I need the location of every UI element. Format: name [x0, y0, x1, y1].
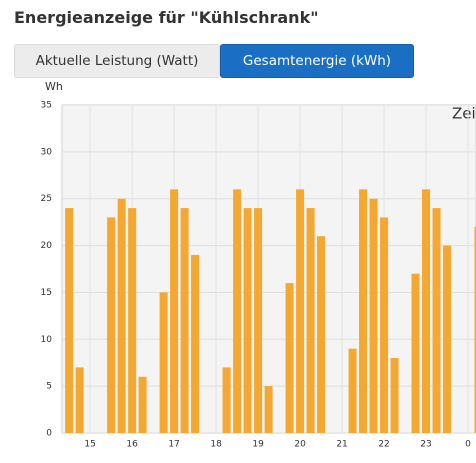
bar: [348, 348, 357, 433]
bar: [390, 358, 399, 433]
y-axis-label: Wh: [45, 80, 63, 93]
bar: [107, 217, 116, 433]
page-title: Energieanzeige für "Kühlschrank": [14, 8, 319, 27]
x-axis-label: Zeit: [452, 105, 476, 123]
bar: [180, 208, 189, 433]
bar: [411, 273, 420, 433]
tab-bar: Aktuelle Leistung (Watt) Gesamtenergie (k…: [14, 44, 414, 78]
x-tick-label: 19: [252, 440, 264, 450]
y-tick-label: 20: [41, 241, 53, 251]
x-tick-label: 0: [465, 440, 471, 450]
x-tick-label: 18: [210, 440, 222, 450]
x-tick-label: 21: [336, 440, 347, 450]
bar: [159, 292, 168, 433]
bar: [264, 386, 273, 433]
y-tick-label: 10: [41, 335, 53, 345]
x-tick-label: 22: [378, 440, 389, 450]
bar: [285, 283, 294, 433]
bar: [254, 208, 263, 433]
bar: [432, 208, 441, 433]
bar: [380, 217, 389, 433]
bar: [117, 198, 126, 433]
y-tick-label: 35: [41, 101, 52, 111]
bar: [243, 208, 252, 433]
tab[interactable]: Gesamtenergie (kWh): [220, 44, 414, 78]
bar: [317, 236, 326, 433]
y-tick-label: 5: [46, 382, 52, 392]
y-tick-label: 0: [46, 429, 52, 439]
bar: [306, 208, 315, 433]
bar: [191, 254, 200, 433]
bar: [233, 189, 242, 433]
y-tick-label: 25: [41, 194, 52, 204]
bar: [222, 367, 231, 433]
x-tick-label: 16: [126, 440, 138, 450]
bar: [359, 189, 368, 433]
bar: [474, 226, 476, 433]
bar: [65, 208, 74, 433]
y-tick-label: 30: [41, 147, 53, 157]
bar: [296, 189, 305, 433]
x-tick-label: 15: [84, 440, 95, 450]
bar: [443, 245, 452, 433]
bar: [138, 376, 147, 433]
x-tick-label: 20: [294, 440, 306, 450]
bar: [422, 189, 431, 433]
bar: [170, 189, 179, 433]
bar: [128, 208, 137, 433]
x-tick-label: 17: [168, 440, 179, 450]
y-tick-label: 15: [41, 288, 52, 298]
bar: [369, 198, 378, 433]
tab[interactable]: Aktuelle Leistung (Watt): [14, 44, 220, 78]
bar: [75, 367, 84, 433]
x-tick-label: 23: [420, 440, 431, 450]
